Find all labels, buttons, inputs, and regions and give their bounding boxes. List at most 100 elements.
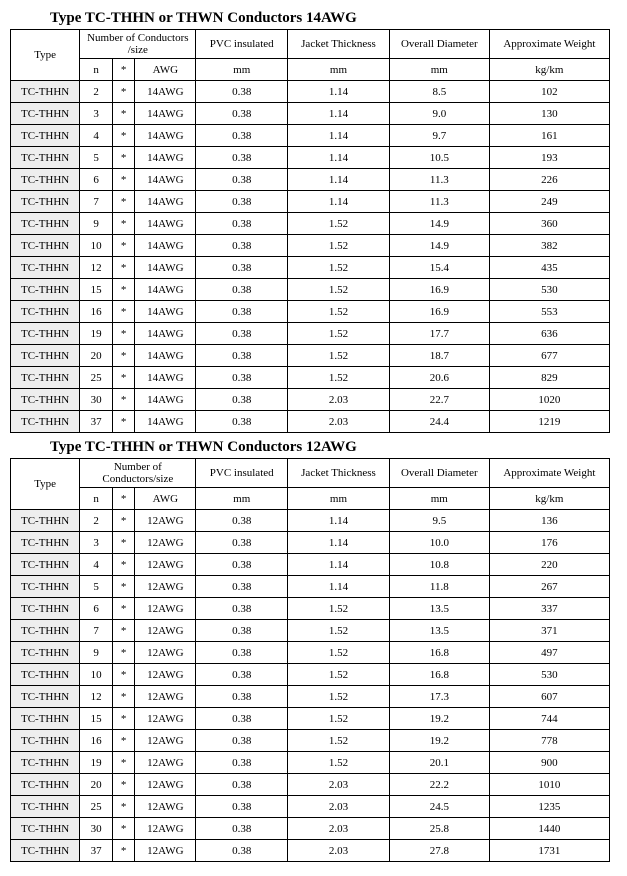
- cell-od: 13.5: [389, 598, 489, 620]
- cell-od: 20.6: [389, 367, 489, 389]
- cell-pvc: 0.38: [196, 235, 288, 257]
- cell-pvc: 0.38: [196, 708, 288, 730]
- cell-type: TC-THHN: [11, 576, 80, 598]
- cell-pvc: 0.38: [196, 642, 288, 664]
- cell-type: TC-THHN: [11, 730, 80, 752]
- cell-wt: 829: [489, 367, 609, 389]
- cell-n: 10: [80, 664, 113, 686]
- header-noc: Number of Conductors/size: [80, 459, 196, 488]
- cell-n: 20: [80, 345, 113, 367]
- header-type: Type: [11, 459, 80, 510]
- table-row: TC-THHN7*12AWG0.381.5213.5371: [11, 620, 610, 642]
- cell-jt: 1.52: [288, 642, 390, 664]
- cell-awg: 14AWG: [135, 257, 196, 279]
- tables-container: Type TC-THHN or THWN Conductors 14AWGTyp…: [10, 10, 617, 862]
- cell-star: *: [112, 752, 134, 774]
- cell-n: 3: [80, 103, 113, 125]
- header-od: Overall Diameter: [389, 459, 489, 488]
- cell-star: *: [112, 367, 134, 389]
- cell-type: TC-THHN: [11, 411, 80, 433]
- cell-jt: 2.03: [288, 389, 390, 411]
- cell-pvc: 0.38: [196, 554, 288, 576]
- cell-n: 7: [80, 191, 113, 213]
- cell-star: *: [112, 642, 134, 664]
- cell-type: TC-THHN: [11, 279, 80, 301]
- cell-type: TC-THHN: [11, 532, 80, 554]
- header-pvc: PVC insulated: [196, 30, 288, 59]
- cell-awg: 14AWG: [135, 169, 196, 191]
- cell-n: 30: [80, 818, 113, 840]
- cell-od: 17.3: [389, 686, 489, 708]
- cell-type: TC-THHN: [11, 642, 80, 664]
- cell-wt: 337: [489, 598, 609, 620]
- cell-awg: 12AWG: [135, 510, 196, 532]
- cell-awg: 12AWG: [135, 840, 196, 862]
- cell-wt: 553: [489, 301, 609, 323]
- cell-star: *: [112, 147, 134, 169]
- cell-type: TC-THHN: [11, 235, 80, 257]
- cell-type: TC-THHN: [11, 598, 80, 620]
- header-unit: mm: [389, 488, 489, 510]
- cell-od: 16.8: [389, 642, 489, 664]
- cell-pvc: 0.38: [196, 323, 288, 345]
- cell-od: 11.3: [389, 191, 489, 213]
- cell-n: 20: [80, 774, 113, 796]
- table-row: TC-THHN16*14AWG0.381.5216.9553: [11, 301, 610, 323]
- cell-type: TC-THHN: [11, 752, 80, 774]
- table-row: TC-THHN16*12AWG0.381.5219.2778: [11, 730, 610, 752]
- cell-jt: 1.14: [288, 125, 390, 147]
- cell-od: 16.8: [389, 664, 489, 686]
- header-unit: mm: [389, 59, 489, 81]
- cell-type: TC-THHN: [11, 708, 80, 730]
- cell-wt: 371: [489, 620, 609, 642]
- cell-star: *: [112, 257, 134, 279]
- cell-jt: 1.14: [288, 81, 390, 103]
- cell-jt: 1.52: [288, 301, 390, 323]
- cell-jt: 2.03: [288, 818, 390, 840]
- cell-wt: 382: [489, 235, 609, 257]
- cell-jt: 1.14: [288, 554, 390, 576]
- cell-wt: 249: [489, 191, 609, 213]
- table-row: TC-THHN20*14AWG0.381.5218.7677: [11, 345, 610, 367]
- cell-awg: 12AWG: [135, 642, 196, 664]
- cell-od: 13.5: [389, 620, 489, 642]
- cell-od: 19.2: [389, 708, 489, 730]
- cell-n: 12: [80, 257, 113, 279]
- cell-n: 16: [80, 730, 113, 752]
- cell-wt: 497: [489, 642, 609, 664]
- cell-star: *: [112, 796, 134, 818]
- cell-type: TC-THHN: [11, 840, 80, 862]
- header-wt: Approximate Weight: [489, 459, 609, 488]
- cell-pvc: 0.38: [196, 279, 288, 301]
- cell-od: 14.9: [389, 235, 489, 257]
- cell-wt: 267: [489, 576, 609, 598]
- table-row: TC-THHN9*12AWG0.381.5216.8497: [11, 642, 610, 664]
- cell-jt: 1.52: [288, 708, 390, 730]
- cell-n: 37: [80, 411, 113, 433]
- cell-wt: 136: [489, 510, 609, 532]
- cell-star: *: [112, 323, 134, 345]
- cell-pvc: 0.38: [196, 213, 288, 235]
- cell-star: *: [112, 301, 134, 323]
- cell-n: 4: [80, 554, 113, 576]
- cell-wt: 1020: [489, 389, 609, 411]
- cell-awg: 14AWG: [135, 323, 196, 345]
- cell-od: 11.3: [389, 169, 489, 191]
- cell-star: *: [112, 411, 134, 433]
- table-row: TC-THHN20*12AWG0.382.0322.21010: [11, 774, 610, 796]
- cell-pvc: 0.38: [196, 125, 288, 147]
- cell-awg: 14AWG: [135, 147, 196, 169]
- header-star: *: [112, 488, 134, 510]
- cell-pvc: 0.38: [196, 664, 288, 686]
- cell-jt: 1.52: [288, 730, 390, 752]
- cell-n: 7: [80, 620, 113, 642]
- cell-n: 6: [80, 598, 113, 620]
- header-pvc: PVC insulated: [196, 459, 288, 488]
- cell-n: 6: [80, 169, 113, 191]
- cell-awg: 14AWG: [135, 367, 196, 389]
- cell-pvc: 0.38: [196, 532, 288, 554]
- cell-jt: 1.14: [288, 576, 390, 598]
- cell-type: TC-THHN: [11, 323, 80, 345]
- cell-pvc: 0.38: [196, 774, 288, 796]
- cell-od: 24.5: [389, 796, 489, 818]
